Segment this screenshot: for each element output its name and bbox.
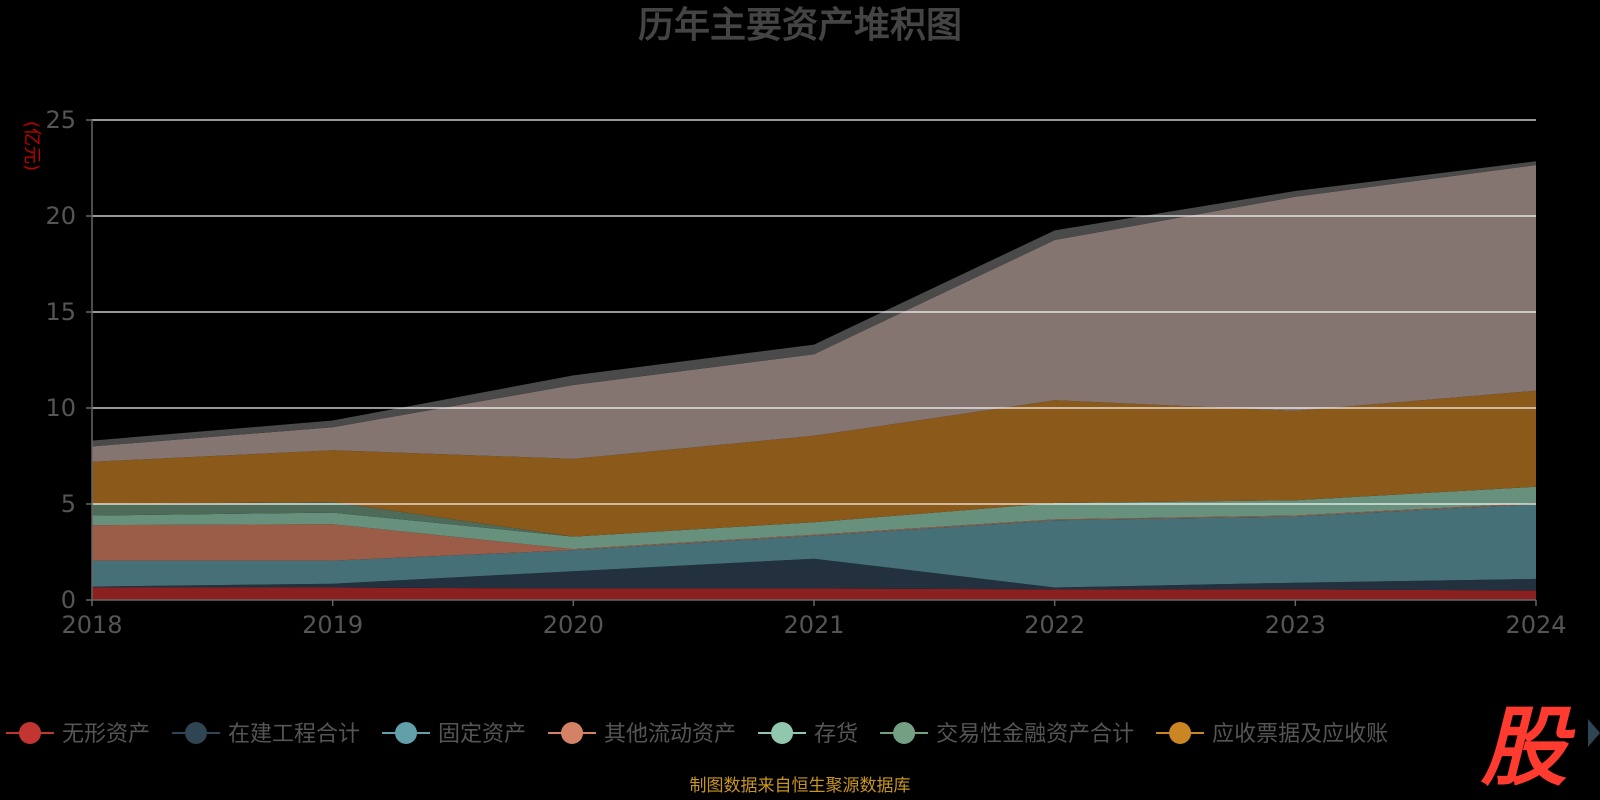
legend-item-5[interactable]: 交易性金融资产合计: [880, 722, 1134, 747]
legend-item-0[interactable]: 无形资产: [6, 722, 150, 747]
axes: 0 5 10 15 20 25 2018 2019 2020 2021 2022 2023 2024: [45, 106, 1566, 639]
area-series-7: [92, 165, 1536, 462]
x-tick-label-2019: 2019: [302, 611, 363, 639]
x-tick-label-2021: 2021: [783, 611, 844, 639]
y-tick-label-25: 25: [45, 106, 76, 134]
legend-label: 交易性金融资产合计: [936, 722, 1134, 747]
legend-item-3[interactable]: 其他流动资产: [548, 722, 736, 747]
legend-item-4[interactable]: 存货: [758, 722, 858, 747]
legend-dot-icon: [19, 722, 41, 744]
y-tick-label-0: 0: [61, 586, 76, 614]
legend-dot-icon: [771, 722, 794, 744]
y-tick-label-20: 20: [45, 202, 76, 230]
legend-label: 其他流动资产: [604, 722, 736, 747]
grid-lines: [92, 119, 1536, 505]
area-series-2: [92, 504, 1536, 588]
legend-dot-icon: [395, 722, 418, 744]
legend-label: 固定资产: [438, 722, 526, 747]
y-tick-label-5: 5: [61, 490, 76, 518]
area-series-3: [92, 503, 1536, 561]
area-series-0: [92, 587, 1536, 600]
legend[interactable]: 无形资产 在建工程合计 固定资产 其他流动资产 存货 交易性金融资产合计 应收票据及应收账: [6, 722, 1388, 747]
legend-dot-icon: [893, 722, 916, 744]
x-tick-label-2022: 2022: [1024, 611, 1085, 639]
area-series-1: [92, 558, 1536, 591]
y-axis-label: (亿元): [21, 121, 42, 171]
area-series-6: [92, 390, 1536, 537]
legend-label: 存货: [814, 722, 858, 747]
area-series: [92, 161, 1536, 600]
x-tick-label-2023: 2023: [1265, 611, 1326, 639]
area-series-5: [92, 486, 1536, 537]
area-series-4: [92, 486, 1536, 550]
legend-label: 应收票据及应收账: [1212, 722, 1388, 747]
legend-label: 在建工程合计: [228, 722, 360, 747]
chart-title: 历年主要资产堆积图: [638, 5, 962, 46]
x-tick-label-2018: 2018: [61, 611, 122, 639]
x-tick-label-2024: 2024: [1505, 611, 1566, 639]
legend-dot-icon: [561, 722, 584, 744]
y-tick-label-15: 15: [45, 298, 76, 326]
legend-dot-icon: [185, 722, 208, 744]
legend-label: 无形资产: [62, 722, 150, 747]
y-tick-label-10: 10: [45, 394, 76, 422]
legend-item-6[interactable]: 应收票据及应收账: [1156, 722, 1388, 747]
source-note: 制图数据来自恒生聚源数据库: [690, 776, 911, 796]
legend-item-2[interactable]: 固定资产: [382, 722, 526, 747]
legend-next-arrow-icon[interactable]: [1588, 719, 1600, 747]
legend-item-1[interactable]: 在建工程合计: [172, 722, 360, 747]
legend-dot-icon: [1169, 722, 1192, 744]
x-tick-label-2020: 2020: [543, 611, 604, 639]
logo-icon: 股: [1481, 698, 1567, 798]
